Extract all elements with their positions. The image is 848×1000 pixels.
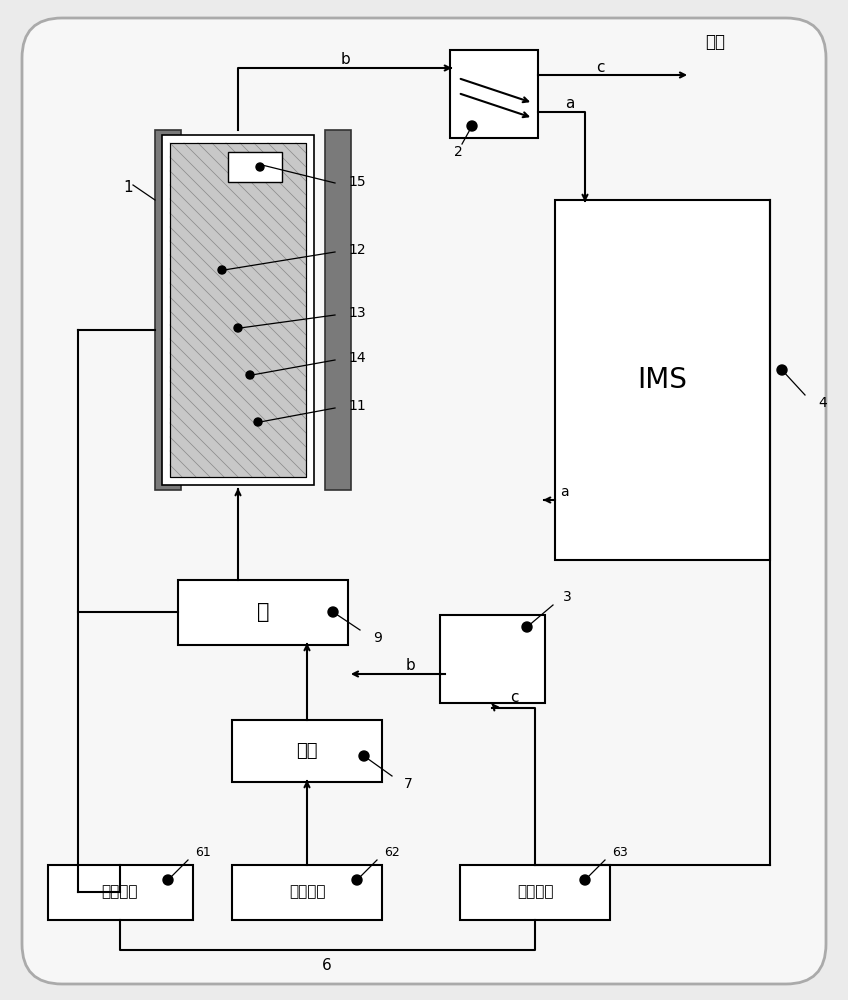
Text: 62: 62 xyxy=(384,846,399,859)
Text: 气管接口: 气管接口 xyxy=(516,884,553,900)
Circle shape xyxy=(254,418,262,426)
Circle shape xyxy=(777,365,787,375)
Text: 1: 1 xyxy=(123,180,133,196)
Bar xyxy=(555,200,770,560)
Bar xyxy=(232,720,382,782)
Text: b: b xyxy=(405,658,415,674)
Circle shape xyxy=(352,875,362,885)
Text: 泵: 泵 xyxy=(257,602,270,622)
Bar xyxy=(170,143,306,477)
Text: 61: 61 xyxy=(195,846,211,859)
Text: 14: 14 xyxy=(348,351,365,365)
FancyBboxPatch shape xyxy=(22,18,826,984)
Text: 电源接口: 电源接口 xyxy=(102,884,138,900)
Bar xyxy=(178,580,348,645)
Text: c: c xyxy=(596,60,605,75)
Text: IMS: IMS xyxy=(637,366,687,394)
Text: 充电接口: 充电接口 xyxy=(289,884,326,900)
Text: 63: 63 xyxy=(612,846,628,859)
Circle shape xyxy=(256,163,264,171)
Text: b: b xyxy=(340,52,350,68)
Bar xyxy=(162,135,314,485)
Text: c: c xyxy=(510,690,518,706)
Bar xyxy=(325,130,351,490)
Text: 12: 12 xyxy=(348,243,365,257)
Circle shape xyxy=(580,875,590,885)
Text: 11: 11 xyxy=(348,399,365,413)
Text: 13: 13 xyxy=(348,306,365,320)
Circle shape xyxy=(246,371,254,379)
Text: a: a xyxy=(566,96,575,110)
Bar xyxy=(228,152,282,182)
Text: 空气: 空气 xyxy=(705,33,725,51)
Circle shape xyxy=(522,622,532,632)
Circle shape xyxy=(467,121,477,131)
Text: 3: 3 xyxy=(563,590,572,604)
Circle shape xyxy=(234,324,242,332)
Circle shape xyxy=(163,875,173,885)
Bar xyxy=(232,865,382,920)
Circle shape xyxy=(359,751,369,761)
Bar xyxy=(460,865,610,920)
Text: 9: 9 xyxy=(373,631,382,645)
Bar xyxy=(155,130,181,490)
Text: 电池: 电池 xyxy=(296,742,318,760)
Bar xyxy=(170,143,306,477)
Text: a: a xyxy=(560,485,569,499)
Text: 2: 2 xyxy=(454,145,462,159)
Text: 15: 15 xyxy=(348,175,365,189)
Text: 4: 4 xyxy=(818,396,827,410)
Circle shape xyxy=(328,607,338,617)
Text: 7: 7 xyxy=(404,777,413,791)
Circle shape xyxy=(218,266,226,274)
Bar xyxy=(48,865,193,920)
Text: 6: 6 xyxy=(322,958,332,972)
Bar xyxy=(440,615,545,703)
Bar xyxy=(450,50,538,138)
